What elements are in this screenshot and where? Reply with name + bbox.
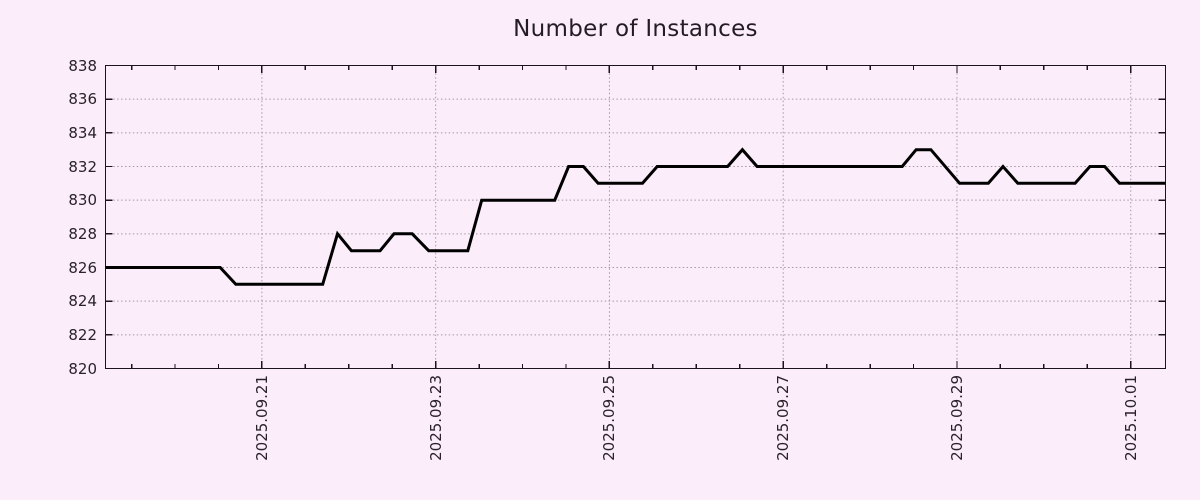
y-axis-label: 820 — [68, 359, 97, 378]
y-axis-label: 824 — [68, 292, 97, 311]
y-axis-label: 828 — [68, 224, 97, 243]
chart-title: Number of Instances — [513, 16, 758, 42]
x-axis-label: 2025.09.27 — [774, 374, 793, 461]
y-axis-label: 826 — [68, 258, 97, 277]
y-axis-label: 830 — [68, 191, 97, 210]
y-axis-label: 836 — [68, 90, 97, 109]
y-axis-label: 832 — [68, 157, 97, 176]
x-axis-label: 2025.09.23 — [426, 374, 445, 461]
series-line — [105, 147, 1166, 286]
x-axis-label: 2025.09.29 — [947, 374, 966, 461]
y-axis-label: 822 — [68, 325, 97, 344]
y-axis-label: 834 — [68, 123, 97, 142]
x-axis-label: 2025.09.21 — [252, 374, 271, 461]
x-axis-label: 2025.10.01 — [1121, 374, 1140, 461]
x-axis-label: 2025.09.25 — [600, 374, 619, 461]
y-axis-label: 838 — [68, 56, 97, 75]
plot-border — [104, 64, 1167, 370]
